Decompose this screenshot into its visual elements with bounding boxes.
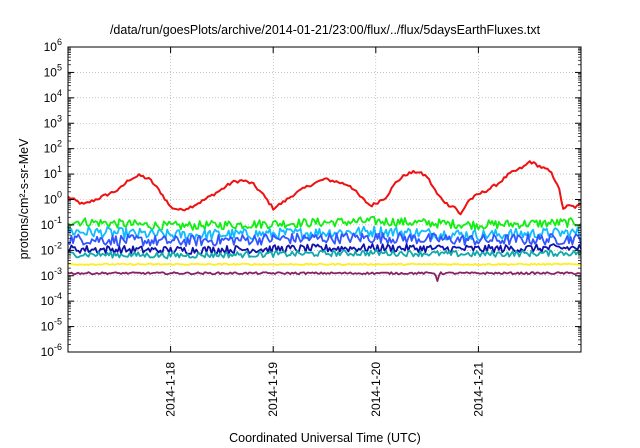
y-axis: 10-6 10-5 10-4 10-3 10-2 10-1 100 101 102 103 104 1…	[41, 37, 581, 359]
x-tick-label: 2014-1-19	[266, 362, 280, 417]
y-tick-label: 101	[44, 164, 62, 181]
x-tick-label: 2014-1-21	[471, 362, 485, 417]
series-line-7	[67, 262, 582, 266]
y-tick-label: 103	[44, 113, 62, 130]
y-axis-label: protons/cm²-s-sr-MeV	[17, 138, 31, 260]
y-tick-label: 10-4	[41, 291, 62, 308]
y-tick-label: 10-6	[41, 342, 62, 359]
x-axis: 2014-1-18 2014-1-19 2014-1-20 2014-1-21	[164, 47, 485, 417]
y-tick-label: 104	[44, 88, 62, 105]
x-axis-label: Coordinated Universal Time (UTC)	[229, 431, 421, 445]
y-tick-label: 10-3	[41, 266, 62, 283]
chart-title: /data/run/goesPlots/archive/2014-01-21/2…	[110, 23, 541, 37]
series-line-2	[67, 216, 582, 232]
series-line-8	[67, 271, 582, 282]
series-line-4	[67, 232, 582, 247]
plot-frame	[67, 46, 582, 353]
y-tick-label: 100	[44, 190, 62, 207]
y-tick-label: 10-1	[41, 215, 62, 232]
series-line-3	[67, 225, 582, 242]
plot-series	[67, 160, 582, 282]
x-tick-label: 2014-1-20	[369, 362, 383, 417]
y-tick-label: 10-2	[41, 240, 62, 257]
y-tick-label: 10-5	[41, 317, 62, 334]
grid	[68, 47, 581, 352]
series-line-6	[67, 249, 582, 260]
x-tick-label: 2014-1-18	[164, 362, 178, 417]
y-tick-label: 105	[44, 62, 62, 79]
y-tick-label: 106	[44, 37, 62, 54]
y-tick-label: 102	[44, 139, 62, 156]
series-line-1	[67, 160, 582, 216]
